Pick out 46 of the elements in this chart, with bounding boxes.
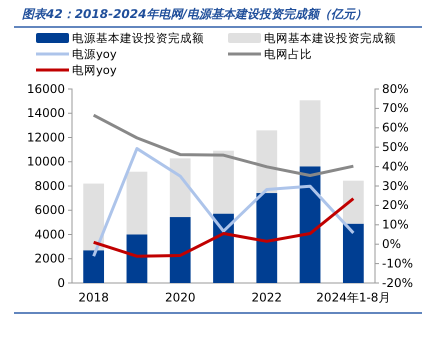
x-tick-label: 2024年1-8月 <box>316 290 390 305</box>
y-tick-label: 6000 <box>34 203 65 218</box>
x-tick-label: 2020 <box>164 290 196 305</box>
y2-tick-label: 0% <box>382 237 402 252</box>
bar <box>213 150 234 214</box>
x-tick-label: 2018 <box>78 290 109 305</box>
bar <box>170 217 191 283</box>
y2-tick-label: 60% <box>382 120 409 135</box>
chart-title: 图表42：2018-2024年电网/电源基本建设投资完成额（亿元） <box>22 7 367 21</box>
bar <box>300 100 320 166</box>
y2-tick-label: 30% <box>382 178 409 193</box>
legend-label: 电网占比 <box>264 47 312 61</box>
legend-label: 电网yoy <box>72 63 117 77</box>
y-tick-label: 16000 <box>26 82 65 96</box>
bar <box>256 193 278 283</box>
bar <box>342 224 364 283</box>
y-tick-label: 0 <box>57 276 65 290</box>
bar <box>83 250 104 283</box>
bar <box>83 184 104 250</box>
y2-tick-label: 50% <box>382 140 409 154</box>
bar <box>342 180 364 224</box>
y-tick-label: 12000 <box>26 130 65 144</box>
bar <box>126 234 148 283</box>
line-series <box>92 147 355 258</box>
y2-tick-label: 80% <box>382 82 409 96</box>
legend-label: 电网基本建设投资完成额 <box>264 31 396 45</box>
line-series <box>92 197 355 258</box>
bar <box>170 158 191 218</box>
y-tick-label: 10000 <box>26 154 65 169</box>
y2-tick-label: -20% <box>382 276 414 290</box>
bar <box>300 166 320 283</box>
y-tick-label: 14000 <box>26 106 65 120</box>
legend-label: 电源基本建设投资完成额 <box>72 31 204 45</box>
y-tick-label: 4000 <box>34 227 65 242</box>
y-tick-label: 2000 <box>34 252 65 266</box>
y2-tick-label: 70% <box>382 101 409 116</box>
y2-tick-label: -10% <box>382 256 414 270</box>
y2-tick-label: 40% <box>382 159 409 174</box>
bar <box>126 172 148 234</box>
x-tick-label: 2022 <box>252 290 282 305</box>
y2-tick-label: 10% <box>382 218 409 232</box>
line-series <box>92 114 355 178</box>
y-tick-label: 8000 <box>34 178 65 193</box>
y2-tick-label: 20% <box>382 198 409 212</box>
bar <box>256 130 278 194</box>
legend-label: 电源yoy <box>72 47 117 61</box>
